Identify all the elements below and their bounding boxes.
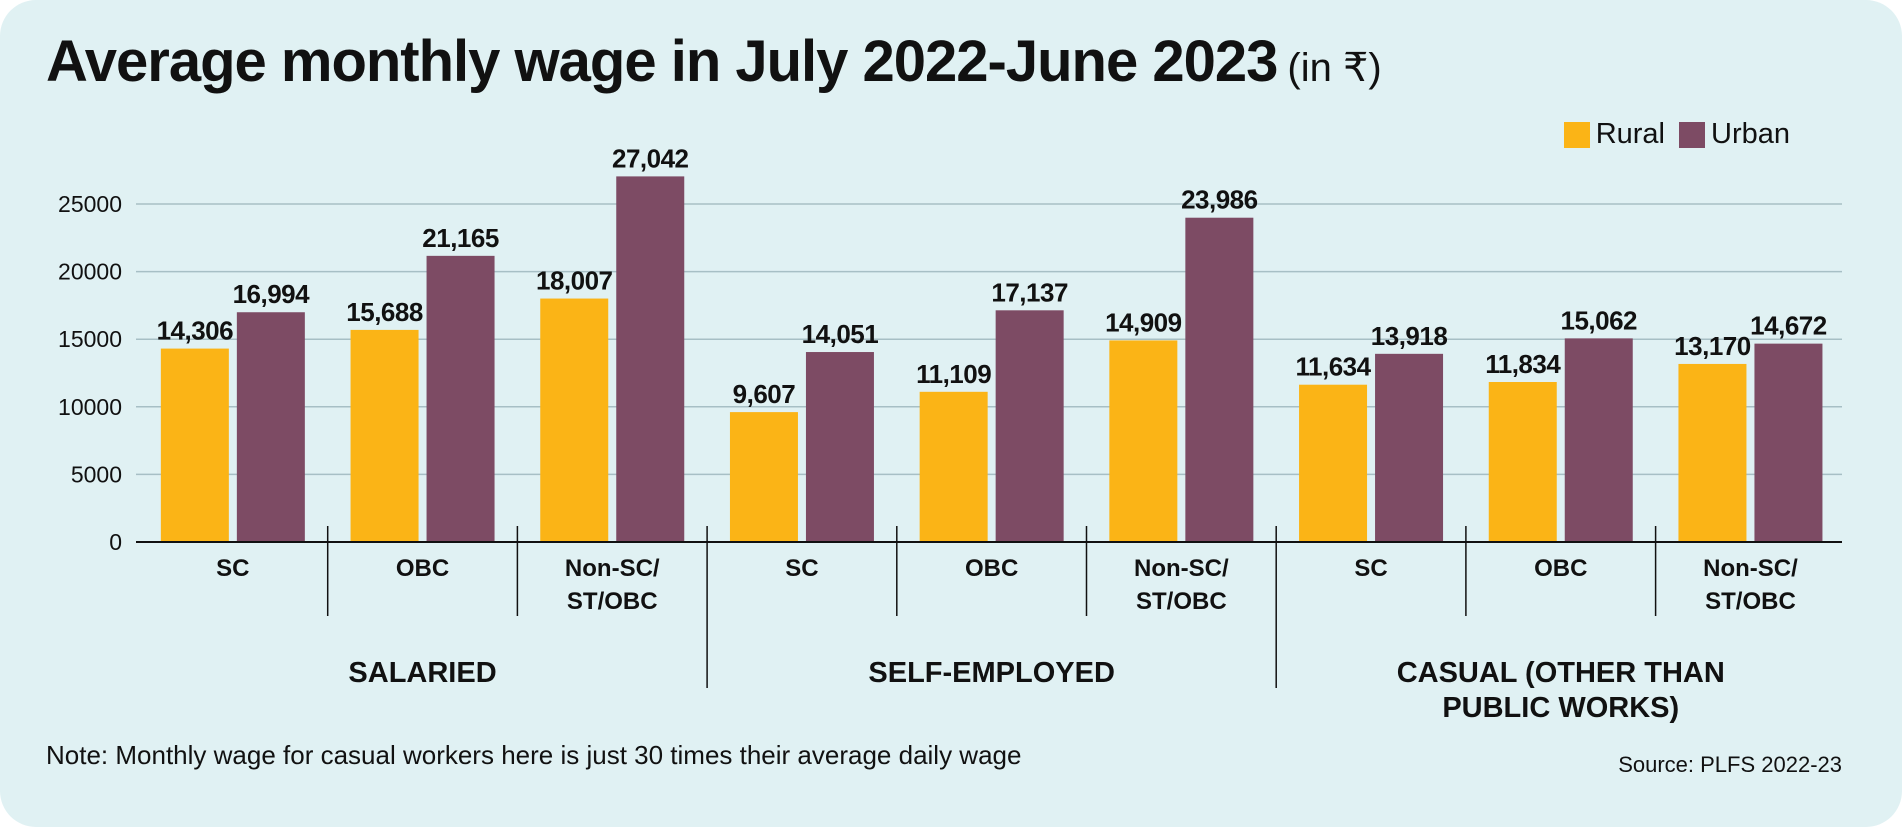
- bar-rural: [540, 298, 609, 542]
- value-label-urban: 27,042: [612, 143, 689, 173]
- category-label: Non-SC/: [1703, 555, 1798, 582]
- chart-note: Note: Monthly wage for casual workers he…: [46, 740, 1022, 770]
- bar-urban: [236, 312, 305, 542]
- value-label-urban: 23,986: [1181, 185, 1258, 215]
- value-label-rural: 15,688: [346, 297, 423, 327]
- category-label: SC: [216, 555, 249, 582]
- chart-source: Source: PLFS 2022-23: [1618, 752, 1842, 777]
- category-label: SC: [785, 555, 818, 582]
- bar-rural: [1109, 340, 1178, 542]
- value-label-urban: 14,051: [802, 319, 879, 349]
- value-label-urban: 21,165: [422, 223, 499, 253]
- value-label-urban: 17,137: [991, 277, 1068, 307]
- y-tick-label: 10000: [58, 394, 122, 420]
- group-label: SELF-EMPLOYED: [868, 657, 1115, 689]
- bar-rural: [1678, 363, 1747, 542]
- bar-urban: [616, 176, 685, 543]
- y-tick-label: 0: [109, 529, 122, 555]
- bar-urban: [805, 352, 874, 542]
- y-tick-label: 5000: [71, 461, 122, 487]
- category-label: ST/OBC: [1136, 588, 1227, 615]
- legend-swatch-urban: [1679, 121, 1705, 148]
- chart-title-unit: (in ₹): [1287, 46, 1382, 90]
- value-label-urban: 13,918: [1371, 321, 1448, 351]
- bar-rural: [1299, 384, 1368, 542]
- bar-rural: [160, 348, 229, 542]
- value-label-urban: 14,672: [1750, 311, 1827, 341]
- value-label-rural: 11,109: [916, 359, 991, 389]
- chart-title-text: Average monthly wage in July 2022-June 2…: [46, 29, 1278, 94]
- bar-rural: [1488, 382, 1557, 542]
- value-label-urban: 15,062: [1560, 305, 1637, 335]
- value-label-rural: 14,306: [157, 316, 234, 346]
- bar-urban: [995, 310, 1064, 542]
- bar-urban: [1564, 338, 1633, 542]
- value-label-rural: 11,634: [1296, 352, 1372, 382]
- category-label: ST/OBC: [1705, 588, 1796, 615]
- bar-urban: [426, 255, 495, 543]
- category-label: SC: [1354, 555, 1387, 582]
- value-label-urban: 16,994: [233, 279, 311, 309]
- bar-rural: [729, 412, 798, 542]
- chart-legend: Rural Urban: [1563, 118, 1790, 151]
- legend-item-rural: Rural: [1563, 118, 1665, 151]
- category-label: Non-SC/: [1134, 555, 1229, 582]
- group-label: PUBLIC WORKS): [1442, 692, 1679, 724]
- legend-label-rural: Rural: [1595, 118, 1665, 150]
- bar-urban: [1375, 353, 1444, 542]
- legend-label-urban: Urban: [1711, 118, 1790, 150]
- bar-urban: [1754, 343, 1823, 542]
- category-label: Non-SC/: [565, 555, 660, 582]
- group-label: SALARIED: [348, 657, 496, 689]
- y-tick-label: 25000: [58, 191, 122, 217]
- legend-item-urban: Urban: [1679, 118, 1790, 151]
- bar-rural: [919, 391, 988, 542]
- bar-rural: [350, 329, 419, 542]
- value-label-rural: 13,170: [1674, 331, 1751, 361]
- category-label: OBC: [396, 555, 449, 582]
- value-label-rural: 11,834: [1485, 349, 1561, 379]
- value-label-rural: 14,909: [1105, 307, 1182, 337]
- y-tick-label: 15000: [58, 326, 122, 352]
- category-label: ST/OBC: [567, 588, 658, 615]
- legend-swatch-rural: [1563, 121, 1590, 148]
- bar-urban: [1185, 217, 1254, 542]
- value-label-rural: 18,007: [536, 266, 613, 296]
- y-tick-label: 20000: [58, 259, 122, 285]
- group-label: CASUAL (OTHER THAN: [1397, 657, 1725, 689]
- category-label: OBC: [965, 555, 1018, 582]
- chart-title: Average monthly wage in July 2022-June 2…: [46, 28, 1382, 95]
- value-label-rural: 9,607: [733, 379, 796, 409]
- category-label: OBC: [1534, 555, 1587, 582]
